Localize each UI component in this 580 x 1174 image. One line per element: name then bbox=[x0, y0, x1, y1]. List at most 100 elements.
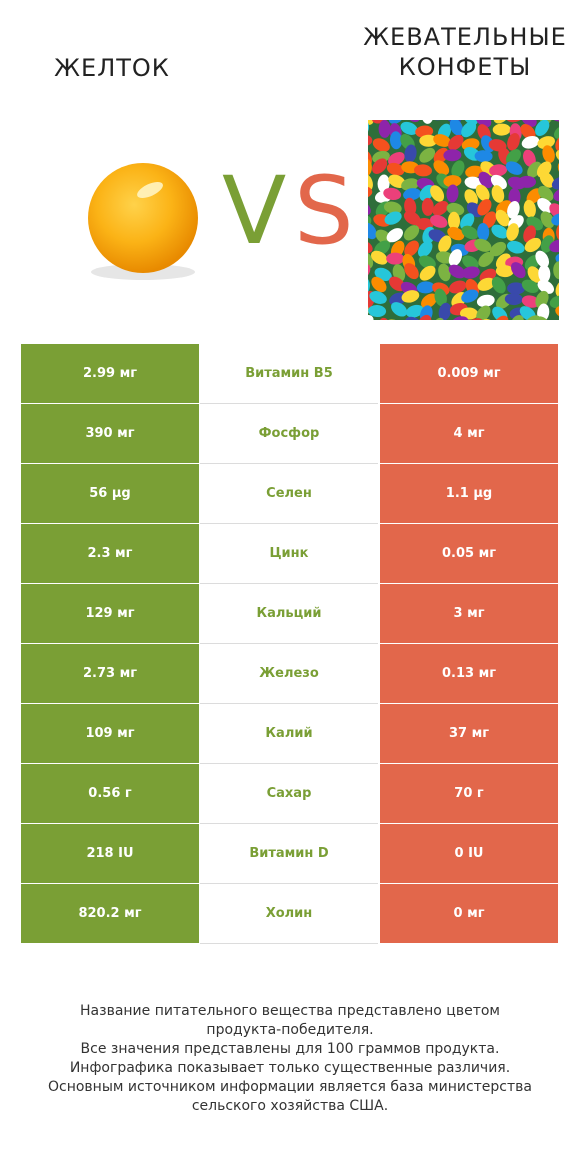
jelly-bean bbox=[537, 279, 555, 294]
jelly-bean bbox=[492, 123, 511, 136]
jelly-bean bbox=[478, 251, 494, 268]
jelly-bean bbox=[400, 121, 418, 135]
nutrient-name: Холин bbox=[200, 884, 378, 943]
jelly-bean bbox=[460, 213, 475, 230]
jelly-bean bbox=[419, 134, 438, 147]
jelly-bean bbox=[447, 211, 461, 230]
jelly-bean bbox=[446, 184, 459, 203]
jelly-bean bbox=[450, 316, 469, 320]
jelly-bean bbox=[368, 304, 387, 318]
jelly-bean bbox=[508, 187, 521, 206]
jelly-bean bbox=[388, 151, 405, 166]
jelly-bean bbox=[495, 209, 510, 227]
nutrient-name: Железо bbox=[200, 644, 378, 703]
jelly-bean bbox=[538, 185, 554, 202]
jelly-bean bbox=[438, 235, 452, 253]
nutrient-name: Витамин B5 bbox=[200, 344, 378, 403]
jelly-bean bbox=[391, 302, 408, 317]
jelly-bean bbox=[384, 211, 402, 225]
jelly-bean bbox=[464, 189, 478, 207]
nutrient-name: Цинк bbox=[200, 524, 378, 583]
jelly-bean bbox=[449, 120, 464, 136]
right-value: 0.13 мг bbox=[380, 644, 558, 703]
jelly-bean bbox=[418, 255, 436, 269]
jelly-bean bbox=[461, 289, 479, 303]
jelly-bean bbox=[476, 305, 491, 320]
jelly-bean bbox=[371, 250, 388, 265]
jelly-bean bbox=[434, 288, 447, 307]
table-row: 2.99 мг Витамин B5 0.009 мг bbox=[21, 344, 558, 404]
jelly-bean bbox=[461, 121, 477, 138]
jelly-bean bbox=[419, 147, 436, 163]
jelly-bean bbox=[477, 223, 490, 241]
jelly-bean bbox=[372, 158, 388, 174]
jelly-bean bbox=[507, 240, 525, 254]
jelly-bean bbox=[491, 185, 505, 203]
row-divider bbox=[200, 943, 378, 944]
jelly-bean bbox=[475, 120, 492, 128]
left-product-title: ЖЕЛТОК bbox=[54, 54, 170, 82]
row-divider bbox=[200, 403, 378, 404]
jelly-bean bbox=[438, 302, 452, 320]
left-value: 129 мг bbox=[21, 584, 199, 643]
right-value: 0 мг bbox=[380, 884, 558, 943]
jelly-bean bbox=[461, 138, 480, 151]
footnote-line-2: продукта-победителя. bbox=[206, 1022, 374, 1038]
jelly-bean bbox=[404, 240, 419, 257]
jelly-bean bbox=[403, 188, 421, 201]
jelly-bean bbox=[523, 199, 536, 218]
jelly-bean bbox=[463, 120, 478, 126]
jelly-bean bbox=[369, 291, 387, 304]
jelly-bean bbox=[526, 188, 542, 204]
jelly-bean bbox=[521, 120, 537, 127]
jelly-bean bbox=[372, 138, 390, 152]
jelly-bean bbox=[438, 263, 451, 282]
right-value: 0.009 мг bbox=[380, 344, 558, 403]
jelly-bean bbox=[446, 202, 465, 216]
jelly-bean bbox=[417, 314, 432, 320]
jelly-bean bbox=[404, 263, 419, 280]
jelly-bean bbox=[443, 175, 462, 188]
jelly-bean bbox=[415, 125, 434, 138]
right-value: 4 мг bbox=[380, 404, 558, 463]
jelly-bean bbox=[507, 133, 520, 151]
jelly-bean bbox=[537, 198, 553, 213]
jelly-bean bbox=[505, 149, 522, 165]
jelly-bean bbox=[433, 147, 449, 164]
jelly-bean bbox=[465, 165, 484, 178]
jelly-bean bbox=[524, 237, 542, 253]
nutrient-name: Сахар bbox=[200, 764, 378, 823]
jelly-bean bbox=[386, 228, 403, 243]
comparison-table: 2.99 мг Витамин B5 0.009 мг 390 мг Фосфор 4 м… bbox=[21, 344, 558, 944]
jelly-bean bbox=[443, 149, 462, 162]
right-title-line-1: ЖЕВАТЕЛЬНЫЕ bbox=[363, 23, 567, 51]
row-divider bbox=[200, 883, 378, 884]
table-row: 0.56 г Сахар 70 г bbox=[21, 764, 558, 824]
jelly-bean bbox=[493, 315, 509, 320]
jelly-bean bbox=[521, 135, 540, 149]
jelly-bean bbox=[521, 295, 540, 308]
jelly-bean bbox=[430, 185, 445, 202]
jelly-bean bbox=[417, 241, 433, 258]
nutrient-name: Витамин D bbox=[200, 824, 378, 883]
jelly-bean bbox=[542, 145, 555, 163]
jelly-bean bbox=[474, 238, 492, 252]
jelly-bean bbox=[368, 240, 373, 254]
row-divider bbox=[200, 823, 378, 824]
jelly-bean bbox=[489, 164, 508, 177]
jelly-bean bbox=[510, 314, 524, 320]
jelly-bean bbox=[535, 290, 549, 309]
jelly-bean bbox=[523, 149, 536, 168]
nutrient-name: Кальций bbox=[200, 584, 378, 643]
jelly-bean bbox=[368, 158, 372, 177]
jelly-bean bbox=[461, 225, 479, 240]
jelly-bean bbox=[553, 261, 559, 280]
jelly-bean bbox=[383, 187, 402, 201]
jelly-bean bbox=[448, 134, 464, 151]
jelly-bean bbox=[520, 124, 536, 140]
jelly-bean bbox=[378, 120, 391, 138]
jelly-bean bbox=[489, 241, 507, 257]
jelly-bean bbox=[368, 251, 374, 269]
jelly-bean bbox=[504, 293, 523, 306]
